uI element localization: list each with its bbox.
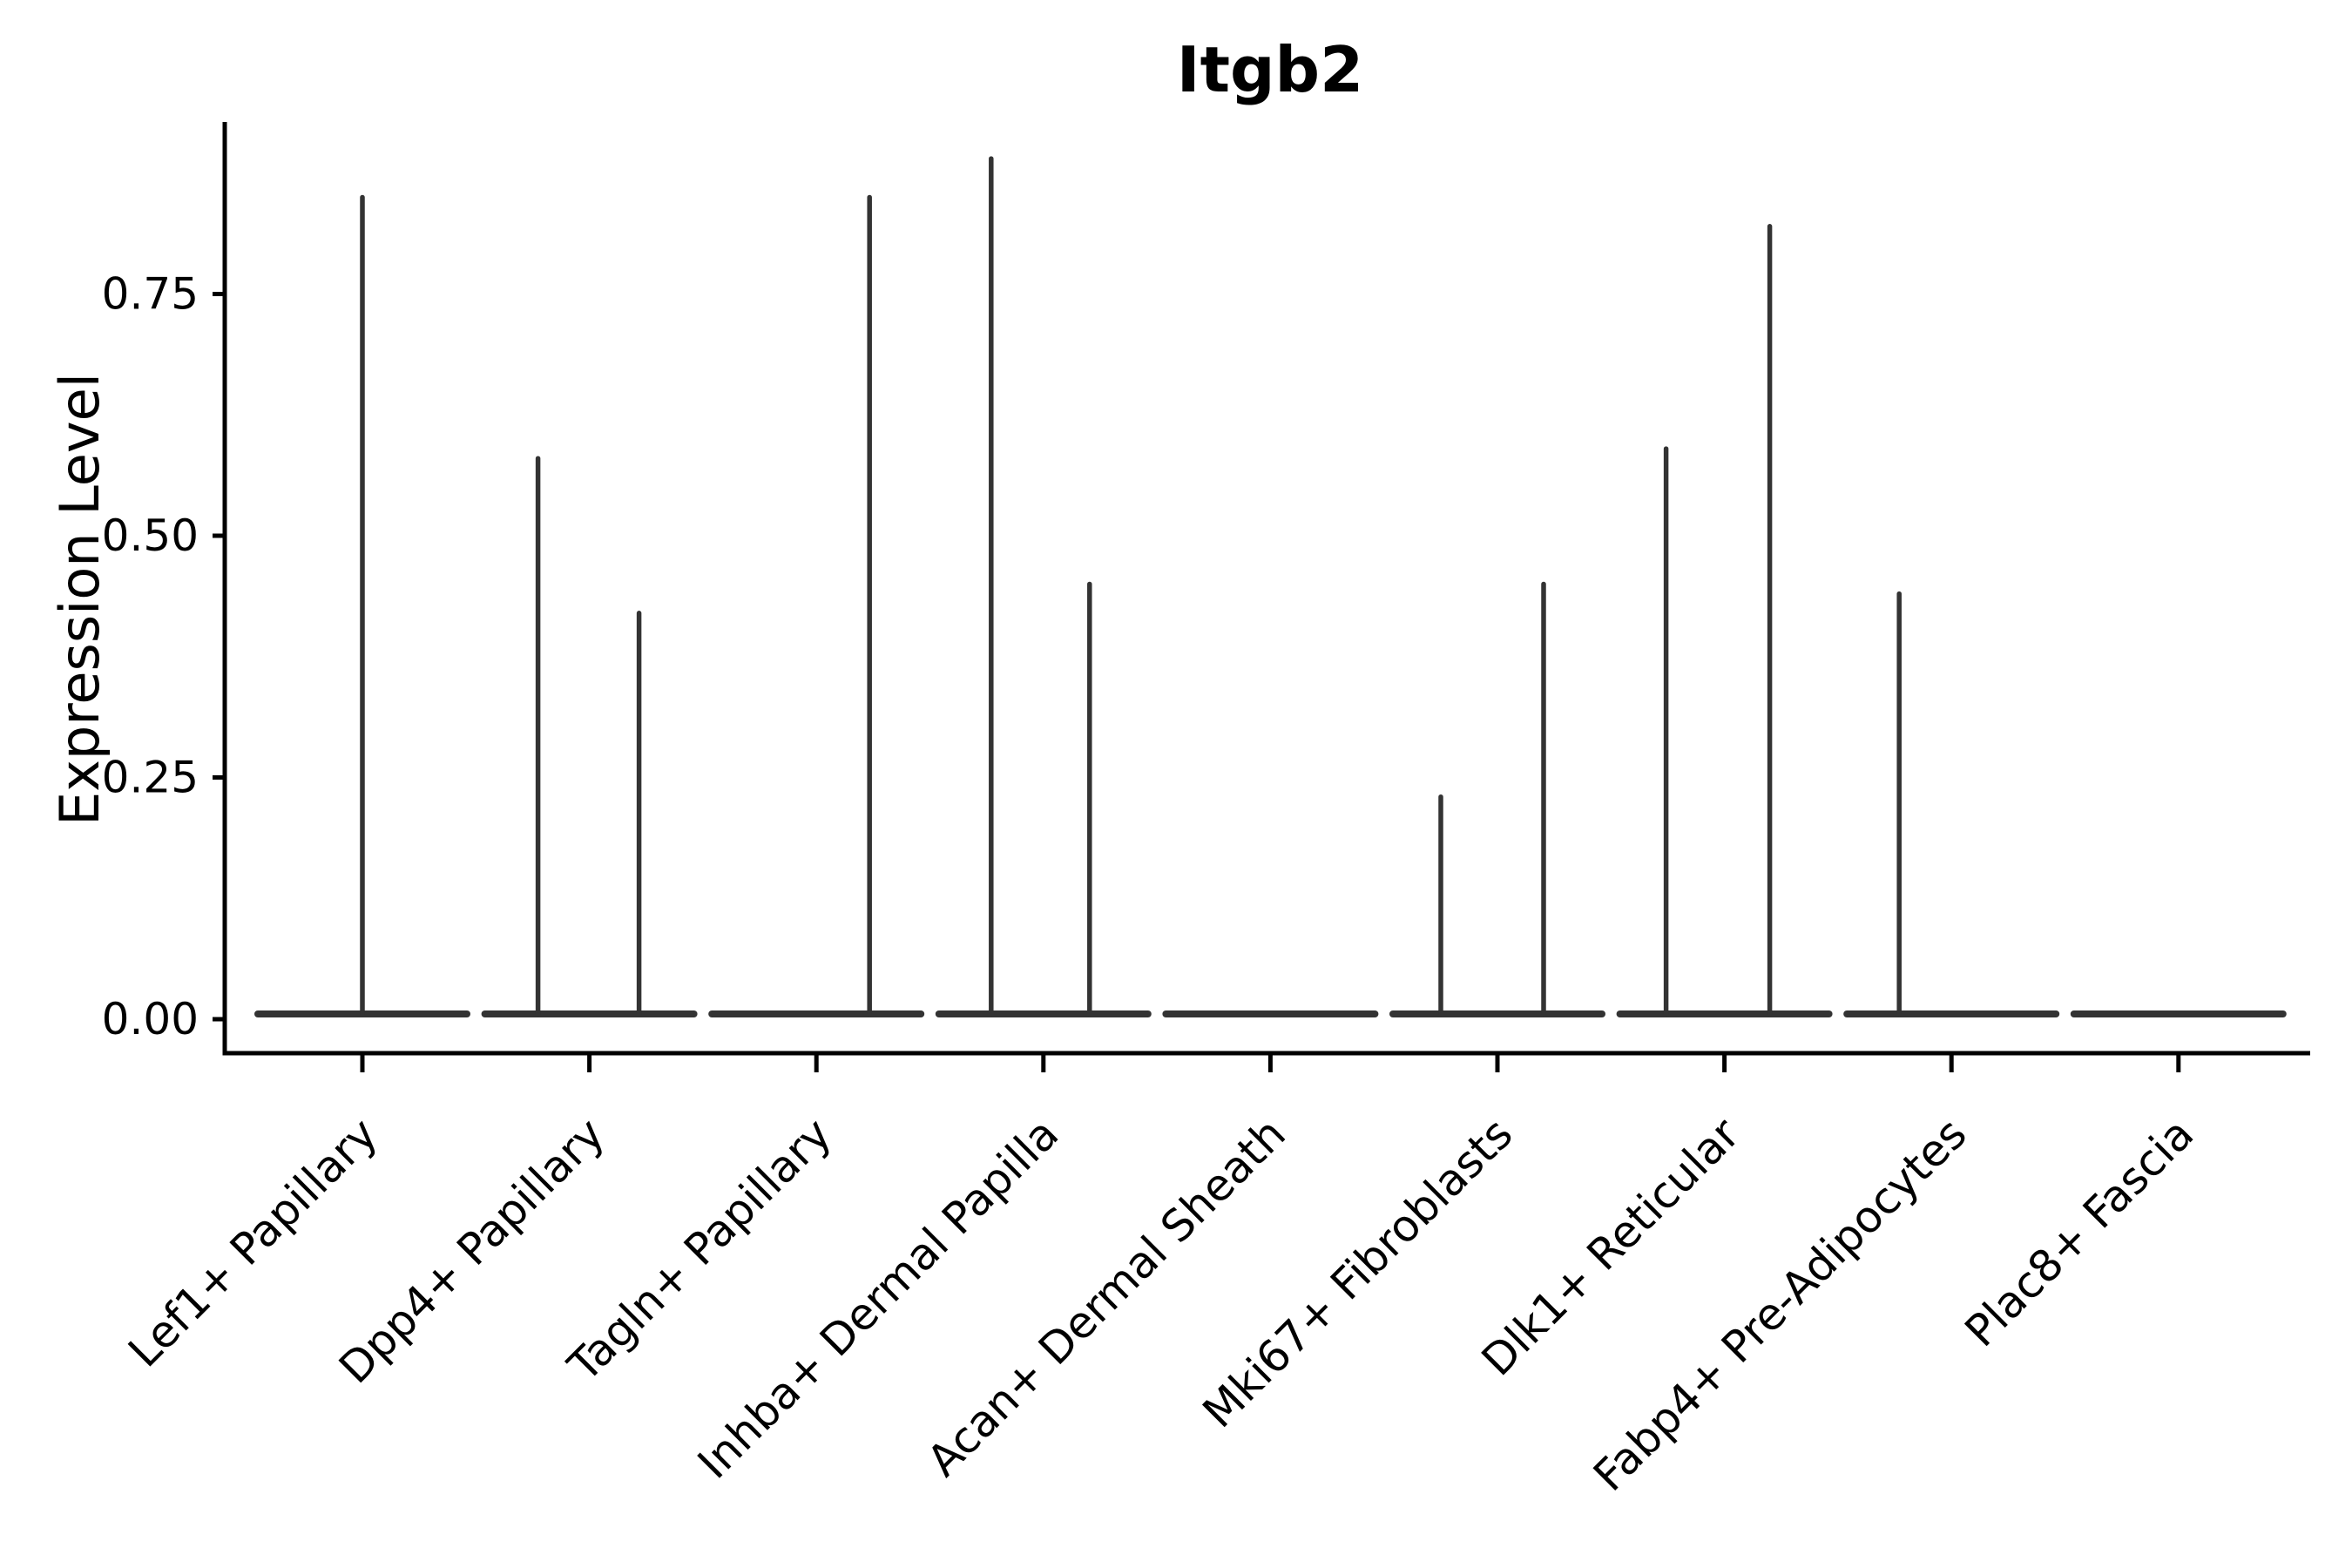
x-tick-label: Plac8+ Fascia	[1956, 1108, 2204, 1356]
chart-title: Itgb2	[1176, 33, 1364, 106]
y-tick-label: 0.75	[102, 269, 199, 320]
x-tick-label: Fabp4+ Pre-Adipocytes	[1584, 1108, 1977, 1501]
x-tick-label: Inhba+ Dermal Papilla	[688, 1108, 1068, 1488]
y-tick-label: 0.00	[102, 994, 199, 1044]
x-tick-label: Acan+ Dermal Sheath	[917, 1108, 1295, 1486]
x-tick-label: Lef1+ Papillary	[118, 1108, 387, 1376]
y-tick-label: 0.25	[102, 753, 199, 803]
y-tick-label: 0.50	[102, 510, 199, 561]
